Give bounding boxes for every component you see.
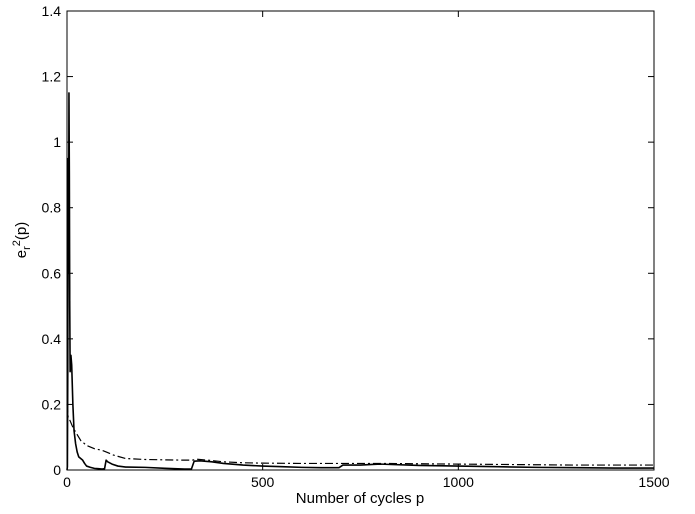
y-tick-label: 1 (53, 134, 61, 150)
y-tick-label: 0 (53, 462, 61, 478)
x-tick-label: 0 (63, 474, 71, 490)
y-axis-label-sub: r (21, 246, 33, 250)
y-tick-label: 0.8 (42, 200, 62, 216)
y-tick-label: 0.6 (42, 265, 62, 281)
y-axis-label-sup: 2 (11, 240, 23, 246)
plot-frame (66, 10, 655, 471)
y-tick-label: 1.4 (42, 3, 62, 19)
y-axis-label-base: e (13, 250, 30, 258)
y-tick-label: 0.2 (42, 396, 62, 412)
x-axis-label: Number of cycles p (296, 490, 424, 507)
x-tick-label: 1500 (638, 474, 669, 490)
y-axis-label-arg: (p) (13, 222, 30, 240)
series-line-1-solid (66, 92, 654, 471)
x-tick-label: 1000 (443, 474, 474, 490)
plot-background (67, 11, 654, 470)
y-tick-label: 0.4 (42, 331, 62, 347)
x-tick-label: 500 (251, 474, 275, 490)
y-tick-label: 1.2 (42, 69, 62, 85)
tick-layer: 0 500 1000 1500 0 0.2 0.4 0.6 0.8 1 1.2 1.4 (42, 3, 670, 490)
y-axis-label: er2(p) (11, 222, 33, 258)
